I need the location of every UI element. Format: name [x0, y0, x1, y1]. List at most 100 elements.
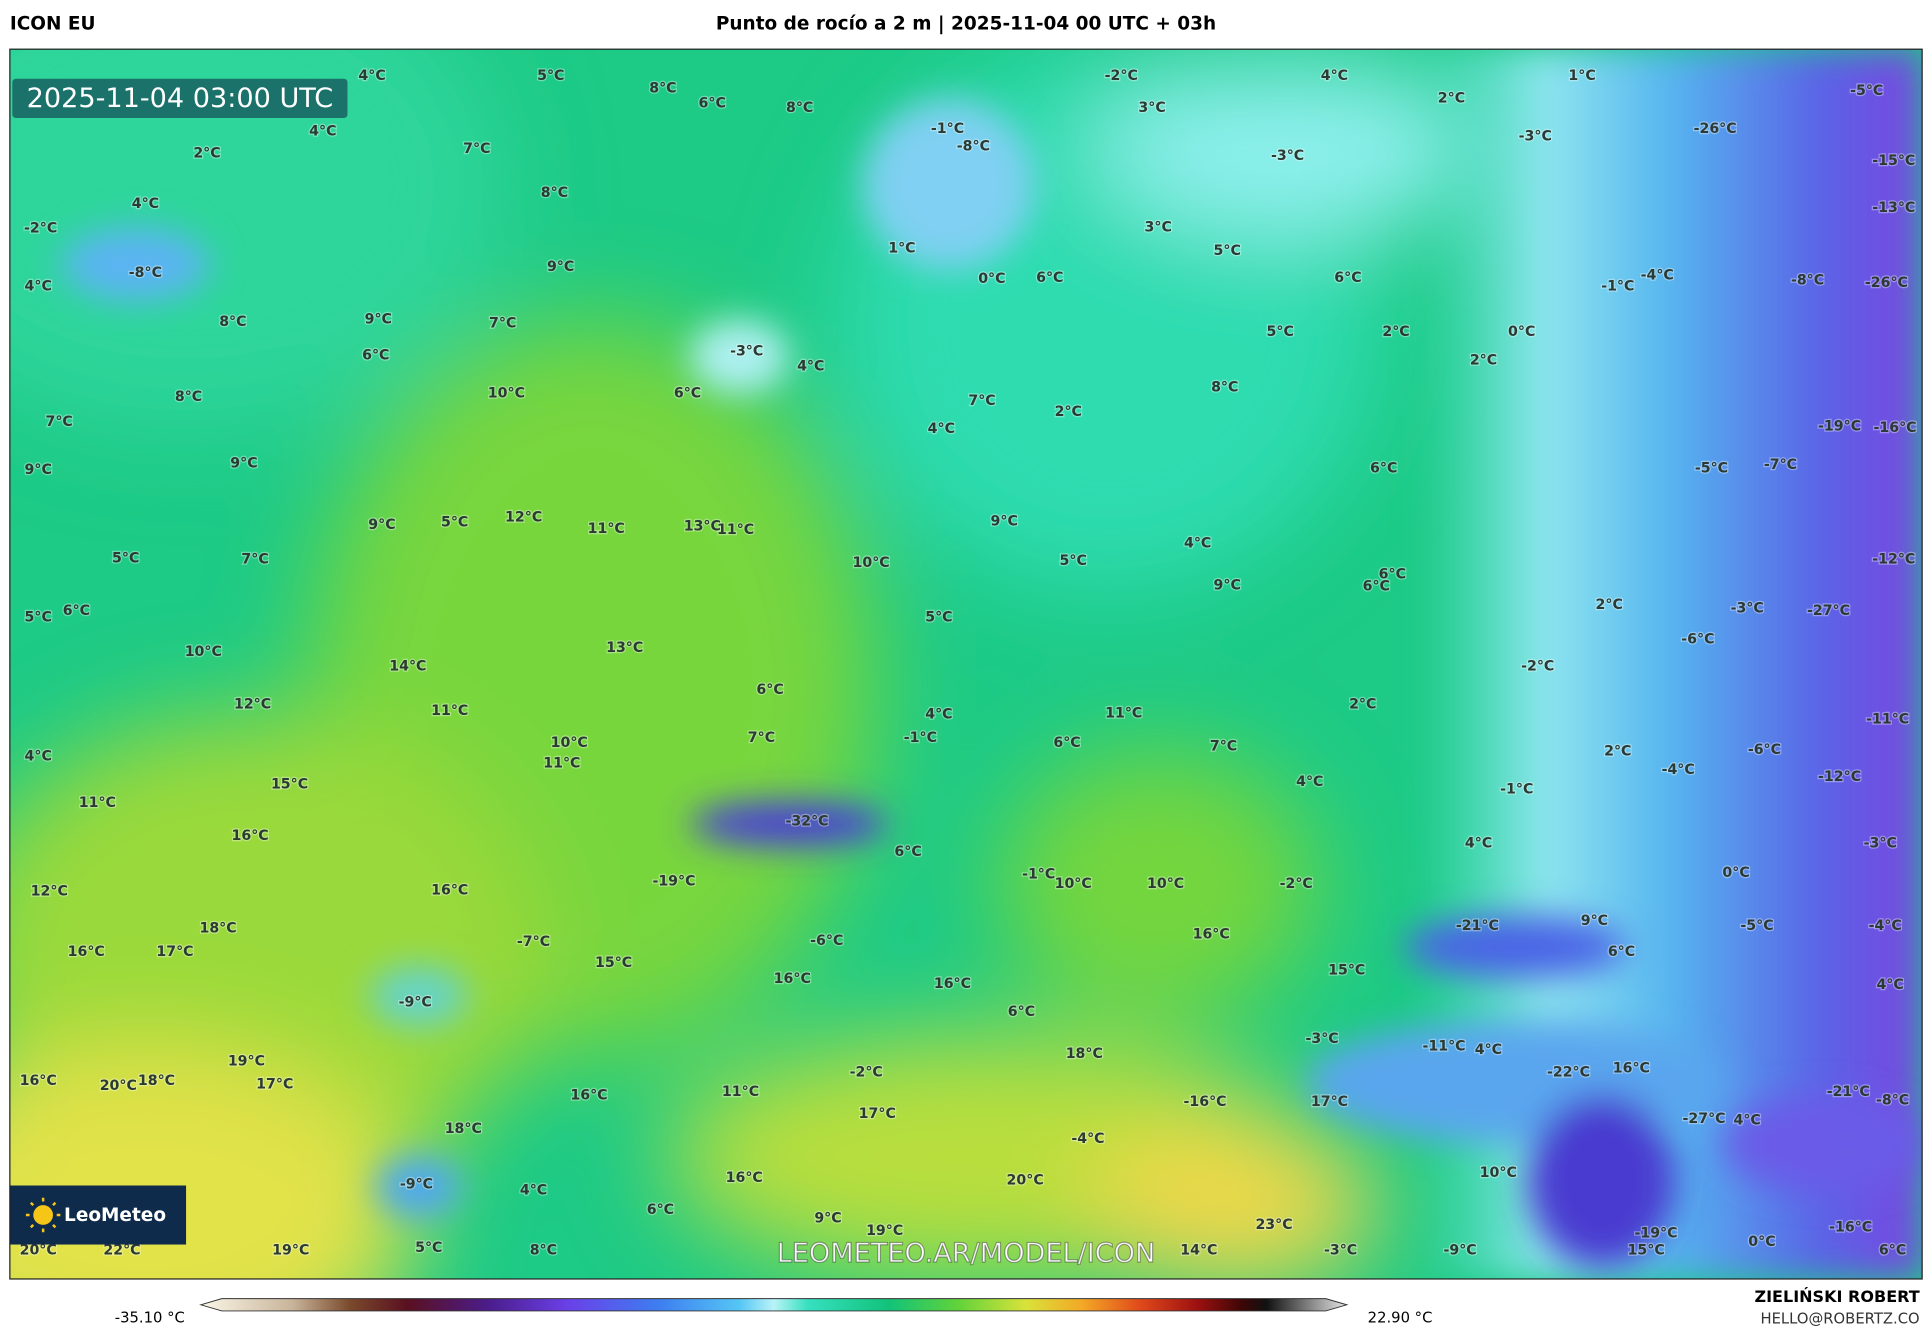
dewpoint-label: 20°C [100, 1078, 137, 1094]
dewpoint-label: -8°C [1876, 1093, 1909, 1109]
dewpoint-label: 17°C [256, 1077, 293, 1093]
dewpoint-label: -7°C [1764, 457, 1797, 473]
dewpoint-label: 4°C [358, 68, 385, 84]
dewpoint-label: 2°C [1470, 352, 1497, 368]
dewpoint-label: 9°C [814, 1211, 841, 1227]
dewpoint-label: -16°C [1829, 1219, 1872, 1235]
dewpoint-label: 6°C [1053, 735, 1080, 751]
dewpoint-label: 6°C [1363, 579, 1390, 595]
dewpoint-label: 8°C [530, 1243, 557, 1259]
dewpoint-label: -4°C [1662, 762, 1695, 778]
dewpoint-label: -9°C [399, 994, 432, 1010]
dewpoint-label: -1°C [1022, 866, 1055, 882]
dewpoint-label: -2°C [24, 221, 57, 237]
dewpoint-label: 9°C [25, 462, 52, 478]
dewpoint-label: 17°C [1311, 1094, 1348, 1110]
dewpoint-label: 5°C [537, 68, 564, 84]
dewpoint-label: -3°C [1519, 129, 1552, 145]
dewpoint-label: 12°C [234, 697, 271, 713]
dewpoint-label: -2°C [1105, 68, 1138, 84]
dewpoint-label: -2°C [850, 1064, 883, 1080]
dewpoint-label: 11°C [1105, 705, 1142, 721]
dewpoint-label: 9°C [230, 456, 257, 472]
dewpoint-label: 15°C [1628, 1243, 1665, 1259]
dewpoint-label: 16°C [20, 1073, 57, 1089]
dewpoint-label: 17°C [859, 1106, 896, 1122]
dewpoint-label: 6°C [362, 347, 389, 363]
logo-rays [25, 1197, 61, 1233]
dewpoint-label: 6°C [756, 682, 783, 698]
watermark: LEOMETEO.AR/MODEL/ICON [777, 1238, 1156, 1269]
dewpoint-label: -27°C [1683, 1111, 1726, 1127]
dewpoint-label: 7°C [489, 315, 516, 331]
dewpoint-label: -19°C [1818, 419, 1861, 435]
dewpoint-label: -9°C [1443, 1243, 1476, 1259]
dewpoint-label: -12°C [1818, 769, 1861, 785]
dewpoint-label: 5°C [415, 1240, 442, 1256]
dewpoint-label: 16°C [232, 828, 269, 844]
dewpoint-label: 20°C [1007, 1173, 1044, 1189]
dewpoint-label: 9°C [991, 513, 1018, 529]
dewpoint-label: 8°C [175, 389, 202, 405]
email: HELLO@ROBERTZ.CO [1760, 1311, 1919, 1328]
dewpoint-label: 8°C [649, 81, 676, 97]
dewpoint-label: -19°C [1634, 1225, 1677, 1241]
dewpoint-label: 16°C [570, 1088, 607, 1104]
dewpoint-label: 4°C [1465, 836, 1492, 852]
dewpoint-label: -27°C [1807, 603, 1850, 619]
dewpoint-label: 4°C [797, 358, 824, 374]
dewpoint-label: 6°C [1370, 461, 1397, 477]
dewpoint-label: -3°C [1271, 148, 1304, 164]
dewpoint-label: 15°C [595, 955, 632, 971]
dewpoint-label: -7°C [517, 934, 550, 950]
dewpoint-label: 11°C [722, 1084, 759, 1100]
dewpoint-label: -5°C [1740, 918, 1773, 934]
dewpoint-label: 8°C [541, 185, 568, 201]
timestamp: 2025-11-04 03:00 UTC [27, 83, 334, 114]
dewpoint-label: 4°C [25, 748, 52, 764]
map-title: Punto de rocío a 2 m | 2025-11-04 00 UTC… [716, 14, 1216, 35]
dewpoint-label: -26°C [1865, 275, 1908, 291]
dewpoint-label: 11°C [588, 521, 625, 537]
dewpoint-label: -4°C [1641, 267, 1674, 283]
dewpoint-label: -6°C [1681, 631, 1714, 647]
dewpoint-label: 15°C [1328, 962, 1365, 978]
dewpoint-label: -1°C [931, 121, 964, 137]
dewpoint-label: 5°C [441, 515, 468, 531]
dewpoint-label: 0°C [1748, 1234, 1775, 1250]
dewpoint-label: 6°C [674, 386, 701, 402]
dewpoint-label: 23°C [1255, 1217, 1292, 1233]
dewpoint-label: 10°C [551, 735, 588, 751]
dewpoint-label: -22°C [1547, 1064, 1590, 1080]
dewpoint-label: 16°C [726, 1170, 763, 1186]
dewpoint-label: 8°C [1211, 379, 1238, 395]
dewpoint-label: 12°C [505, 510, 542, 526]
dewpoint-label: -12°C [1872, 552, 1915, 568]
dewpoint-label: 4°C [1734, 1112, 1761, 1128]
dewpoint-label: -1°C [1601, 279, 1634, 295]
dewpoint-label: -2°C [1280, 876, 1313, 892]
dewpoint-label: -16°C [1184, 1094, 1227, 1110]
dewpoint-label: 4°C [520, 1182, 547, 1198]
dewpoint-label: 2°C [1438, 90, 1465, 106]
dewpoint-label: 2°C [1596, 597, 1623, 613]
dewpoint-label: 18°C [200, 920, 237, 936]
model-name: ICON EU [10, 14, 96, 35]
dewpoint-label: 4°C [1321, 68, 1348, 84]
dewpoint-label: 11°C [79, 795, 116, 811]
dewpoint-label: 9°C [547, 259, 574, 275]
dewpoint-label: 12°C [31, 884, 68, 900]
dewpoint-label: 6°C [699, 95, 726, 111]
colorbar-ramp [199, 1298, 1349, 1312]
dewpoint-label: 16°C [774, 971, 811, 987]
dewpoint-label: -4°C [1071, 1131, 1104, 1147]
dewpoint-label: -9°C [400, 1176, 433, 1192]
dewpoint-label: 5°C [25, 609, 52, 625]
dewpoint-label: -8°C [1791, 272, 1824, 288]
dewpoint-label: 4°C [925, 707, 952, 723]
dewpoint-label: 4°C [1296, 774, 1323, 790]
dewpoint-label: -3°C [1731, 601, 1764, 617]
dewpoint-label: 6°C [647, 1202, 674, 1218]
dewpoint-label: 2°C [1349, 697, 1376, 713]
